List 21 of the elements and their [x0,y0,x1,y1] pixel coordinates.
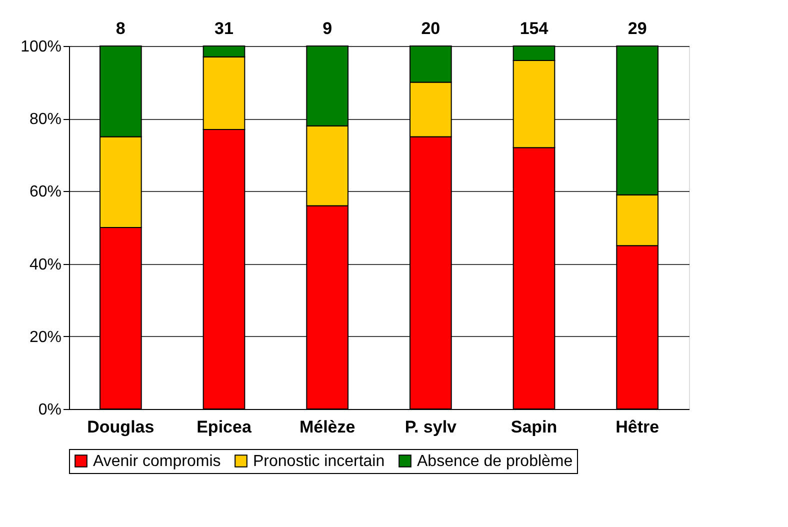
legend-label: Absence de problème [417,453,573,470]
y-tick-label: 60% [29,184,62,201]
annotation: 29 [628,19,647,38]
annotation: 8 [116,19,126,38]
x-tick-label: Douglas [87,418,154,436]
y-tick-label: 20% [29,328,62,346]
legend-label: Avenir compromis [93,453,221,470]
y-tick-label: 0% [38,402,62,418]
y-tick-label: 80% [29,111,62,128]
x-tick-label: Mélèze [299,418,356,436]
legend-label: Pronostic incertain [253,453,385,470]
y-tick-label: 40% [29,256,62,274]
x-tick-label: Sapin [510,418,558,436]
annotation: 9 [322,19,332,38]
y-tick-label: 100% [20,38,62,56]
x-tick-label: Hêtre [616,418,660,436]
x-tick-label: P. sylv [404,418,458,436]
annotation: 31 [214,19,234,38]
annotation: 20 [421,19,440,38]
x-tick-label: Epicea [196,418,252,436]
annotation: 154 [520,19,549,38]
